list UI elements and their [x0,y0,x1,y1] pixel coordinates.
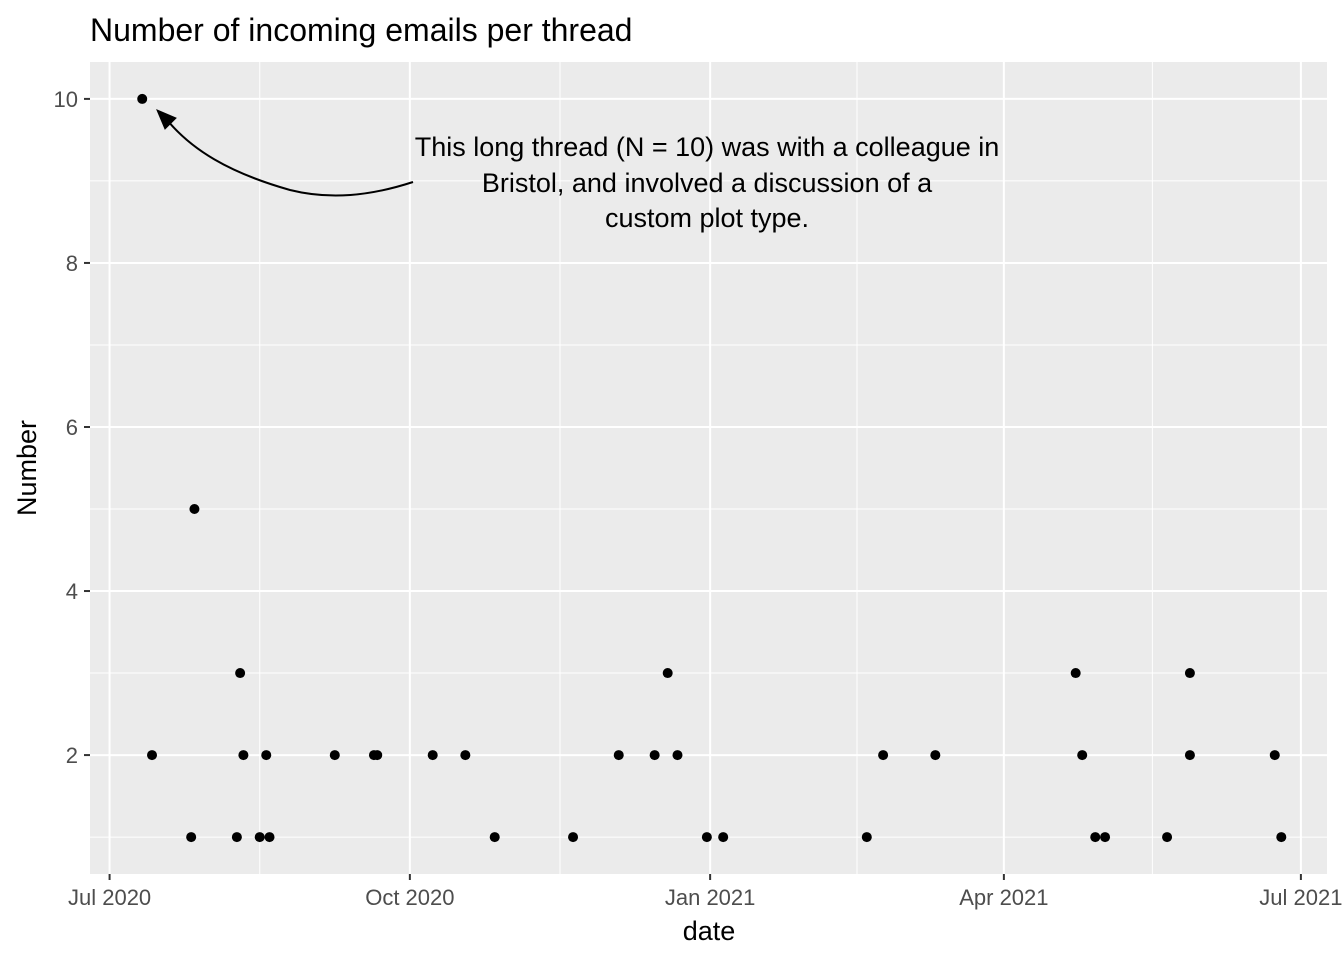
x-axis-title: date [683,916,736,946]
data-point [1276,832,1287,843]
plot-panel [90,62,1327,874]
chart-title: Number of incoming emails per thread [90,12,632,48]
data-point [1269,750,1280,761]
data-point [231,832,242,843]
annotation-arrowhead [156,109,177,130]
data-point [672,750,683,761]
data-point [137,93,148,104]
data-point [238,750,249,761]
data-point [235,668,246,679]
data-point [264,832,275,843]
annotation: This long thread (N = 10) was with a col… [156,109,1000,233]
data-point [662,668,673,679]
data-point [718,832,729,843]
x-tick-label: Jul 2021 [1259,885,1342,910]
data-point [568,832,579,843]
y-tick-label: 4 [66,579,78,604]
data-point [186,832,197,843]
data-point [1070,668,1081,679]
data-point [861,832,872,843]
data-point [701,832,712,843]
minor-gridlines [90,62,1327,874]
y-tick-label: 6 [66,415,78,440]
y-axis-title: Number [12,420,42,516]
data-point [372,750,383,761]
data-point [1162,832,1173,843]
data-point [878,750,889,761]
annotation-line-1: This long thread (N = 10) was with a col… [415,132,1000,162]
major-gridlines [90,62,1327,874]
y-axis: 2 4 6 8 10 [54,87,90,768]
x-axis: Jul 2020 Oct 2020 Jan 2021 Apr 2021 Jul 2021 [68,874,1342,910]
y-tick-label: 2 [66,743,78,768]
x-tick-label: Jan 2021 [665,885,756,910]
data-point [1100,832,1111,843]
data-point [189,504,200,515]
data-point [1090,832,1101,843]
data-point [329,750,340,761]
x-tick-label: Oct 2020 [365,885,454,910]
annotation-arrow-curve [162,114,414,197]
y-tick-label: 8 [66,251,78,276]
data-point [489,832,500,843]
y-tick-label: 10 [54,87,78,112]
data-point [460,750,471,761]
data-point [930,750,941,761]
data-point [1077,750,1088,761]
x-tick-label: Apr 2021 [959,885,1048,910]
data-point [1184,668,1195,679]
data-point [1184,750,1195,761]
data-point [649,750,660,761]
data-point [613,750,624,761]
data-points [137,93,1287,843]
annotation-line-3: custom plot type. [605,203,809,233]
data-point [254,832,265,843]
annotation-line-2: Bristol, and involved a discussion of a [482,168,933,198]
x-tick-label: Jul 2020 [68,885,151,910]
data-point [147,750,158,761]
data-point [261,750,272,761]
data-point [427,750,438,761]
